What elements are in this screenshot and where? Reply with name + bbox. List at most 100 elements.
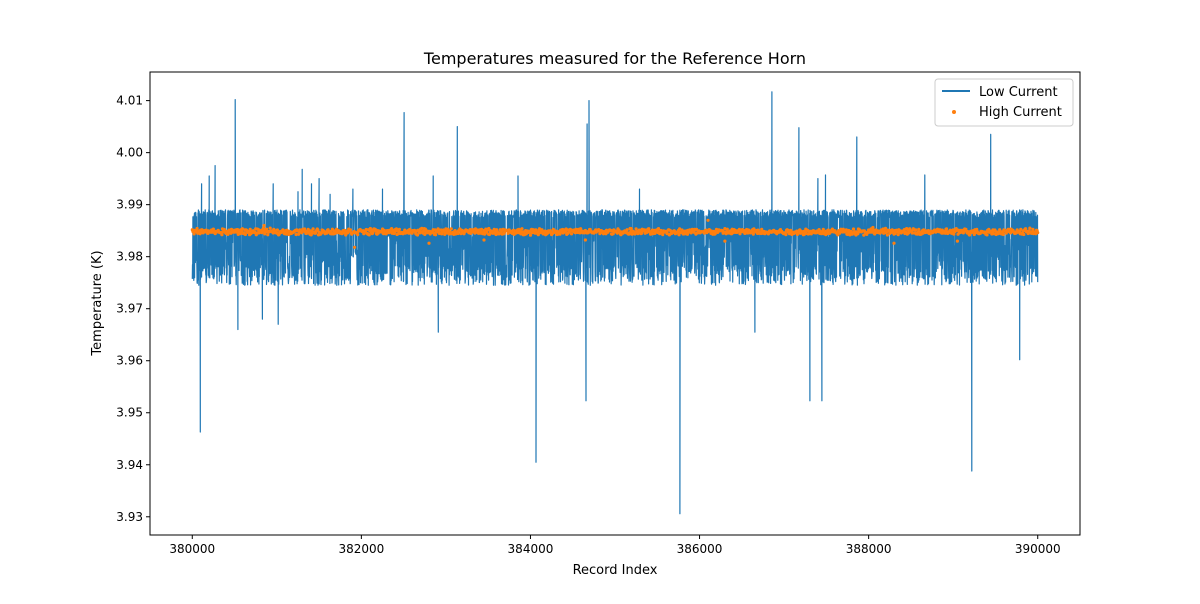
high-current-point bbox=[287, 232, 291, 237]
high-current-point bbox=[226, 232, 230, 236]
y-tick-label: 3.95 bbox=[116, 406, 143, 420]
legend: Low Current High Current bbox=[934, 78, 1074, 127]
y-tick-label: 3.96 bbox=[116, 354, 143, 368]
y-tick-label: 3.97 bbox=[116, 302, 143, 316]
high-current-scatter bbox=[190, 218, 1040, 249]
high-current-point bbox=[261, 226, 266, 230]
high-current-point bbox=[611, 232, 615, 236]
high-current-point bbox=[569, 232, 574, 236]
high-current-point bbox=[1019, 227, 1023, 231]
high-current-point bbox=[479, 227, 484, 231]
high-current-point bbox=[914, 228, 918, 232]
high-current-point bbox=[694, 227, 699, 231]
x-tick-label: 390000 bbox=[1015, 542, 1061, 556]
high-current-point bbox=[952, 232, 956, 236]
high-current-point bbox=[615, 231, 620, 235]
x-tick-label: 380000 bbox=[169, 542, 215, 556]
high-current-point bbox=[236, 228, 240, 232]
series-layer bbox=[190, 91, 1040, 515]
high-current-point bbox=[725, 227, 729, 231]
high-current-point bbox=[520, 227, 524, 231]
high-current-point bbox=[883, 226, 888, 230]
high-current-point bbox=[661, 233, 665, 237]
high-current-point bbox=[420, 226, 424, 230]
y-tick-label: 3.99 bbox=[116, 198, 143, 212]
high-current-point bbox=[678, 227, 682, 231]
high-current-point bbox=[643, 228, 647, 232]
y-tick-label: 4.01 bbox=[116, 94, 143, 108]
high-current-point bbox=[841, 227, 845, 231]
high-current-point bbox=[364, 227, 368, 232]
x-tick-label: 388000 bbox=[846, 542, 892, 556]
high-current-point bbox=[268, 226, 272, 230]
high-current-point bbox=[723, 239, 727, 243]
legend-label-high-current: High Current bbox=[979, 105, 1062, 120]
high-current-point bbox=[1028, 226, 1032, 230]
y-axis: 3.93 3.94 3.95 3.96 3.97 3.98 3.99 4.00 4.01 bbox=[116, 94, 150, 524]
high-current-point bbox=[634, 227, 638, 231]
high-current-point bbox=[297, 232, 301, 236]
high-current-point bbox=[917, 227, 921, 231]
high-current-point bbox=[985, 233, 989, 237]
high-current-point bbox=[262, 223, 266, 228]
high-current-point bbox=[574, 227, 579, 231]
high-current-point bbox=[311, 227, 315, 231]
high-current-point bbox=[367, 233, 371, 237]
high-current-point bbox=[265, 227, 269, 231]
high-current-point bbox=[955, 239, 960, 243]
high-current-point bbox=[598, 232, 602, 236]
plot-frame bbox=[149, 71, 1081, 536]
high-current-point bbox=[238, 232, 242, 236]
high-current-point bbox=[885, 233, 890, 237]
high-current-point bbox=[434, 233, 438, 237]
high-current-point bbox=[625, 228, 629, 232]
chart-title: Temperatures measured for the Reference … bbox=[423, 49, 806, 68]
high-current-point bbox=[220, 233, 224, 237]
high-current-point bbox=[427, 241, 431, 245]
high-current-point bbox=[1001, 232, 1005, 237]
high-current-point bbox=[456, 231, 460, 236]
x-axis-label: Record Index bbox=[573, 563, 658, 578]
high-current-point bbox=[1031, 227, 1035, 231]
high-current-point bbox=[285, 228, 289, 232]
high-current-point bbox=[294, 232, 298, 237]
high-current-point bbox=[415, 233, 420, 237]
high-current-point bbox=[1024, 227, 1028, 231]
high-current-point bbox=[243, 232, 247, 237]
high-current-point bbox=[353, 245, 357, 249]
high-current-point bbox=[482, 238, 486, 242]
high-current-point bbox=[1036, 231, 1040, 235]
high-current-point bbox=[1004, 231, 1008, 235]
x-tick-label: 382000 bbox=[338, 542, 384, 556]
legend-label-low-current: Low Current bbox=[979, 85, 1058, 100]
high-current-point bbox=[537, 227, 542, 231]
high-current-point bbox=[677, 233, 681, 237]
y-tick-label: 3.94 bbox=[116, 458, 143, 472]
x-axis: 380000 382000 384000 386000 388000 390000 bbox=[169, 535, 1061, 556]
high-current-point bbox=[534, 228, 538, 232]
high-current-point bbox=[944, 227, 949, 231]
high-current-point bbox=[871, 228, 876, 232]
y-tick-label: 4.00 bbox=[116, 146, 143, 160]
high-current-point bbox=[195, 226, 199, 231]
high-current-point bbox=[449, 227, 453, 231]
high-current-point bbox=[706, 218, 710, 222]
high-current-point bbox=[397, 227, 401, 231]
high-current-point bbox=[356, 233, 360, 237]
y-tick-label: 3.93 bbox=[116, 510, 143, 524]
y-tick-label: 3.98 bbox=[116, 250, 143, 264]
legend-marker-high-current bbox=[952, 110, 956, 114]
high-current-point bbox=[306, 227, 310, 231]
high-current-point bbox=[756, 228, 760, 232]
high-current-point bbox=[558, 232, 562, 236]
high-current-point bbox=[348, 228, 353, 232]
high-current-point bbox=[240, 227, 244, 231]
x-tick-label: 384000 bbox=[508, 542, 554, 556]
high-current-point bbox=[851, 227, 856, 231]
high-current-point bbox=[967, 233, 972, 237]
high-current-point bbox=[871, 225, 875, 230]
high-current-point bbox=[629, 227, 633, 231]
high-current-point bbox=[784, 233, 788, 237]
plot-background bbox=[150, 72, 1080, 535]
